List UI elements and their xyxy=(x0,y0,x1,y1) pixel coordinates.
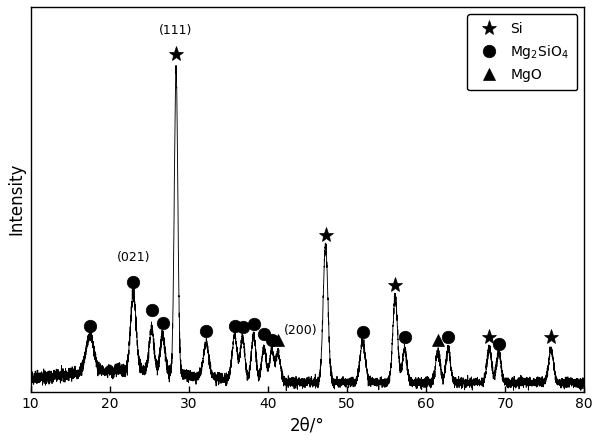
Text: (021): (021) xyxy=(116,251,150,264)
Y-axis label: Intensity: Intensity xyxy=(7,163,25,235)
Text: (200): (200) xyxy=(284,324,317,336)
Text: (111): (111) xyxy=(160,24,193,37)
X-axis label: 2θ/°: 2θ/° xyxy=(290,416,325,434)
Legend: Si, Mg$_2$SiO$_4$, MgO: Si, Mg$_2$SiO$_4$, MgO xyxy=(467,14,577,90)
